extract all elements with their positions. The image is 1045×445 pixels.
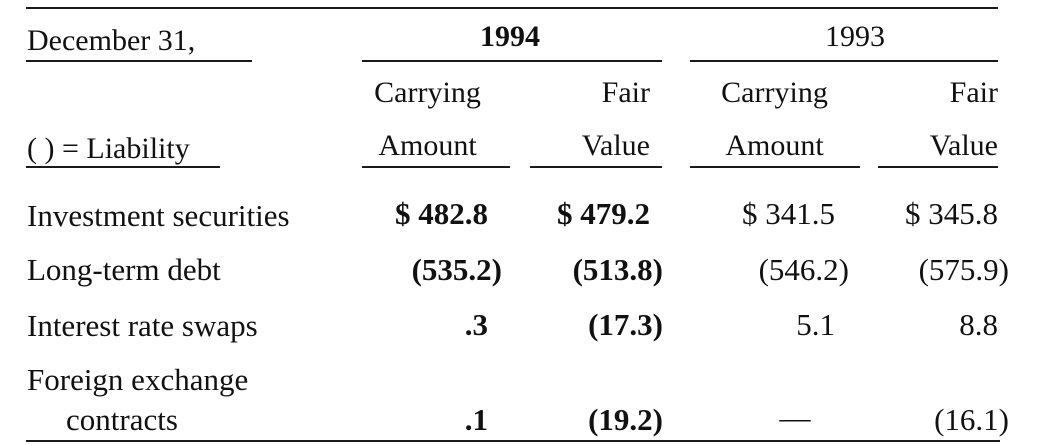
carrying-1994-value: .1 — [464, 402, 488, 437]
col-carrying-1994-bottom: Amount — [378, 129, 477, 162]
col-fair-1994-top: Fair — [601, 76, 650, 109]
fair-1994-value: $ 479.2 — [557, 196, 650, 231]
col-carrying-1993-bottom: Amount — [725, 129, 824, 162]
date-label-underline — [26, 60, 252, 62]
bottom-rule — [26, 440, 1000, 442]
col-carrying-1993-underline — [690, 166, 860, 168]
carrying-1993-value: 5.1 — [796, 307, 835, 342]
carrying-1993-value: — — [779, 400, 811, 435]
carrying-1994-value: (535.2) — [411, 252, 502, 287]
fair-1993-value: (16.1) — [934, 402, 1009, 437]
liability-note-underline — [26, 166, 220, 168]
fair-1993-value: $ 345.8 — [905, 196, 998, 231]
col-carrying-1994-underline — [362, 166, 510, 168]
liability-note: ( ) = Liability — [27, 132, 190, 165]
row-label: Foreign exchange — [27, 362, 249, 397]
col-fair-1993-bottom: Value — [929, 129, 998, 162]
fair-1994-value: (19.2) — [588, 402, 663, 437]
carrying-1993-value: $ 341.5 — [742, 196, 835, 231]
row-label: Long-term debt — [27, 252, 221, 287]
col-fair-1994-bottom: Value — [581, 129, 650, 162]
fair-1994-value: (513.8) — [572, 252, 663, 287]
fair-1993-value: 8.8 — [959, 307, 998, 342]
year-1994: 1994 — [480, 20, 540, 53]
col-fair-1994-underline — [530, 166, 662, 168]
fair-1993-value: (575.9) — [918, 252, 1009, 287]
col-carrying-1994-top: Carrying — [374, 76, 481, 109]
row-label-continuation: contracts — [66, 402, 178, 437]
top-rule — [26, 7, 998, 9]
carrying-1993-value: (546.2) — [758, 252, 849, 287]
year-1994-underline — [362, 60, 662, 62]
fair-1994-value: (17.3) — [588, 307, 663, 342]
carrying-1994-value: $ 482.8 — [395, 196, 488, 231]
col-carrying-1993-top: Carrying — [721, 76, 828, 109]
row-label: Investment securities — [27, 198, 290, 233]
carrying-1994-value: .3 — [464, 307, 488, 342]
year-1993: 1993 — [825, 20, 885, 53]
year-1993-underline — [690, 60, 998, 62]
col-fair-1993-top: Fair — [949, 76, 998, 109]
row-label: Interest rate swaps — [27, 308, 258, 343]
date-label: December 31, — [27, 24, 196, 57]
col-fair-1993-underline — [878, 166, 998, 168]
